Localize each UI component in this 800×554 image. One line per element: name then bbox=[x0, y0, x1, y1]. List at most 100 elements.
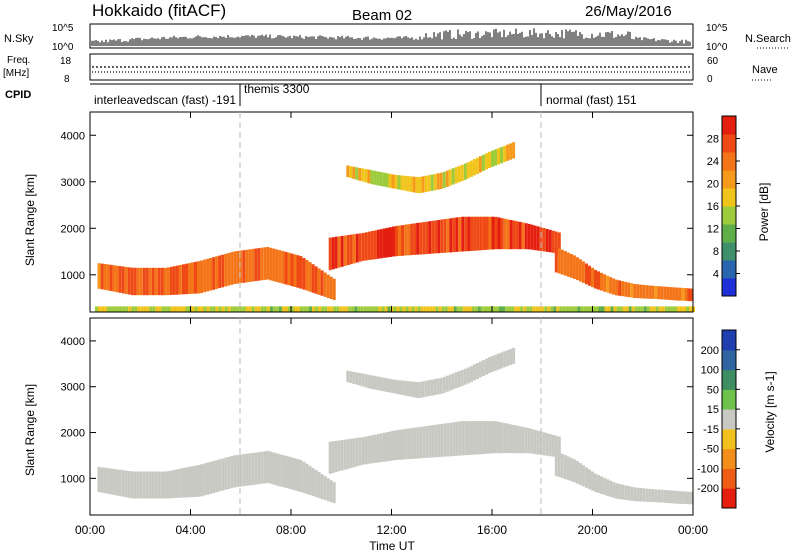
range-time-cell bbox=[556, 306, 560, 312]
range-time-cell bbox=[414, 306, 418, 312]
colorbar-tick-label: -100 bbox=[697, 463, 719, 475]
colorbar-swatch bbox=[722, 170, 736, 189]
range-time-cell bbox=[475, 363, 479, 379]
range-time-cell bbox=[227, 306, 231, 312]
range-time-cell bbox=[557, 452, 561, 478]
range-time-cell bbox=[331, 237, 335, 270]
colorbar-tick-label: -200 bbox=[697, 483, 719, 495]
range-time-cell bbox=[227, 456, 231, 489]
ytick-label: 4000 bbox=[61, 130, 85, 142]
range-time-cell bbox=[597, 271, 600, 290]
range-time-cell bbox=[178, 264, 182, 295]
range-time-cell bbox=[469, 365, 473, 382]
range-time-cell bbox=[221, 306, 225, 312]
range-time-cell bbox=[575, 461, 579, 484]
range-time-cell bbox=[299, 459, 303, 492]
range-time-cell bbox=[557, 436, 561, 458]
range-time-cell bbox=[260, 306, 264, 312]
range-time-cell bbox=[303, 306, 307, 312]
range-time-cell bbox=[182, 468, 185, 498]
range-time-cell bbox=[323, 476, 327, 501]
range-time-cell bbox=[386, 227, 389, 258]
range-time-cell bbox=[624, 485, 628, 500]
range-time-cell bbox=[364, 374, 368, 388]
range-time-cell bbox=[413, 223, 417, 255]
range-time-cell bbox=[327, 306, 331, 312]
range-time-cell bbox=[251, 248, 255, 282]
range-time-cell bbox=[578, 463, 582, 485]
range-time-cell bbox=[471, 306, 475, 312]
range-time-cell bbox=[634, 306, 638, 312]
range-time-cell bbox=[95, 306, 98, 312]
range-time-cell bbox=[509, 348, 513, 365]
range-time-cell bbox=[194, 261, 197, 294]
range-time-cell bbox=[557, 232, 561, 254]
range-time-cell bbox=[334, 440, 338, 473]
range-time-cell bbox=[676, 306, 680, 312]
range-time-cell bbox=[645, 285, 649, 299]
range-time-cell bbox=[449, 218, 453, 253]
range-time-cell bbox=[474, 306, 478, 312]
cpid-entry-normal: normal (fast) 151 bbox=[546, 93, 637, 107]
range-time-cell bbox=[533, 225, 537, 251]
range-time-cell bbox=[349, 234, 353, 265]
range-time-cell bbox=[254, 452, 258, 485]
range-time-cell bbox=[473, 421, 477, 455]
range-time-cell bbox=[441, 306, 445, 312]
range-time-cell bbox=[673, 306, 677, 312]
range-time-cell bbox=[157, 471, 161, 499]
power-yticks: 1000 2000 3000 4000 bbox=[61, 130, 693, 282]
range-time-cell bbox=[560, 453, 564, 479]
range-time-cell bbox=[657, 286, 661, 300]
range-time-cell bbox=[603, 274, 607, 292]
range-time-cell bbox=[185, 467, 188, 498]
range-time-cell bbox=[661, 306, 665, 312]
range-time-cell bbox=[293, 458, 297, 491]
ytick-label: 1000 bbox=[61, 473, 85, 485]
range-time-cell bbox=[142, 267, 146, 296]
range-time-cell bbox=[424, 380, 428, 397]
range-time-cell bbox=[648, 285, 652, 299]
range-time-cell bbox=[233, 306, 237, 312]
range-time-cell bbox=[439, 377, 443, 394]
range-time-cell bbox=[535, 306, 539, 312]
range-time-cell bbox=[203, 259, 207, 293]
range-time-cell bbox=[269, 247, 273, 281]
range-time-cell bbox=[358, 437, 362, 466]
colorbar-swatch bbox=[722, 278, 736, 297]
range-time-cell bbox=[491, 216, 495, 250]
range-time-cell bbox=[166, 471, 170, 499]
range-time-cell bbox=[239, 454, 243, 487]
range-time-cell bbox=[533, 429, 537, 455]
range-time-cell bbox=[98, 306, 101, 312]
range-time-cell bbox=[97, 263, 101, 289]
range-time-cell bbox=[398, 225, 401, 256]
range-time-cell bbox=[242, 306, 246, 312]
power-colorbar: 4 8 12 16 20 24 28 bbox=[707, 115, 740, 297]
nave-tick-top: 60 bbox=[707, 56, 719, 67]
range-time-cell bbox=[385, 378, 389, 392]
range-time-cell bbox=[639, 488, 643, 502]
range-time-cell bbox=[334, 236, 338, 269]
range-time-cell bbox=[440, 219, 444, 253]
range-time-cell bbox=[497, 353, 500, 370]
colorbar-swatch bbox=[722, 330, 736, 351]
range-time-cell bbox=[379, 229, 383, 259]
range-time-cell bbox=[460, 164, 464, 181]
range-time-cell bbox=[408, 306, 412, 312]
range-time-cell bbox=[305, 260, 309, 291]
range-time-cell bbox=[428, 221, 432, 254]
range-time-cell bbox=[124, 266, 128, 294]
range-time-cell bbox=[514, 306, 518, 312]
range-time-cell bbox=[452, 422, 456, 457]
range-time-cell bbox=[444, 306, 448, 312]
range-time-cell bbox=[302, 461, 306, 493]
range-time-cell bbox=[317, 472, 321, 499]
nsky-tick-bottom: 10^0 bbox=[52, 42, 74, 53]
range-time-cell bbox=[481, 360, 485, 377]
range-time-cell bbox=[451, 373, 455, 390]
range-time-cell bbox=[621, 484, 625, 500]
range-time-cell bbox=[536, 226, 540, 251]
range-time-cell bbox=[124, 470, 128, 498]
range-time-cell bbox=[320, 270, 324, 296]
